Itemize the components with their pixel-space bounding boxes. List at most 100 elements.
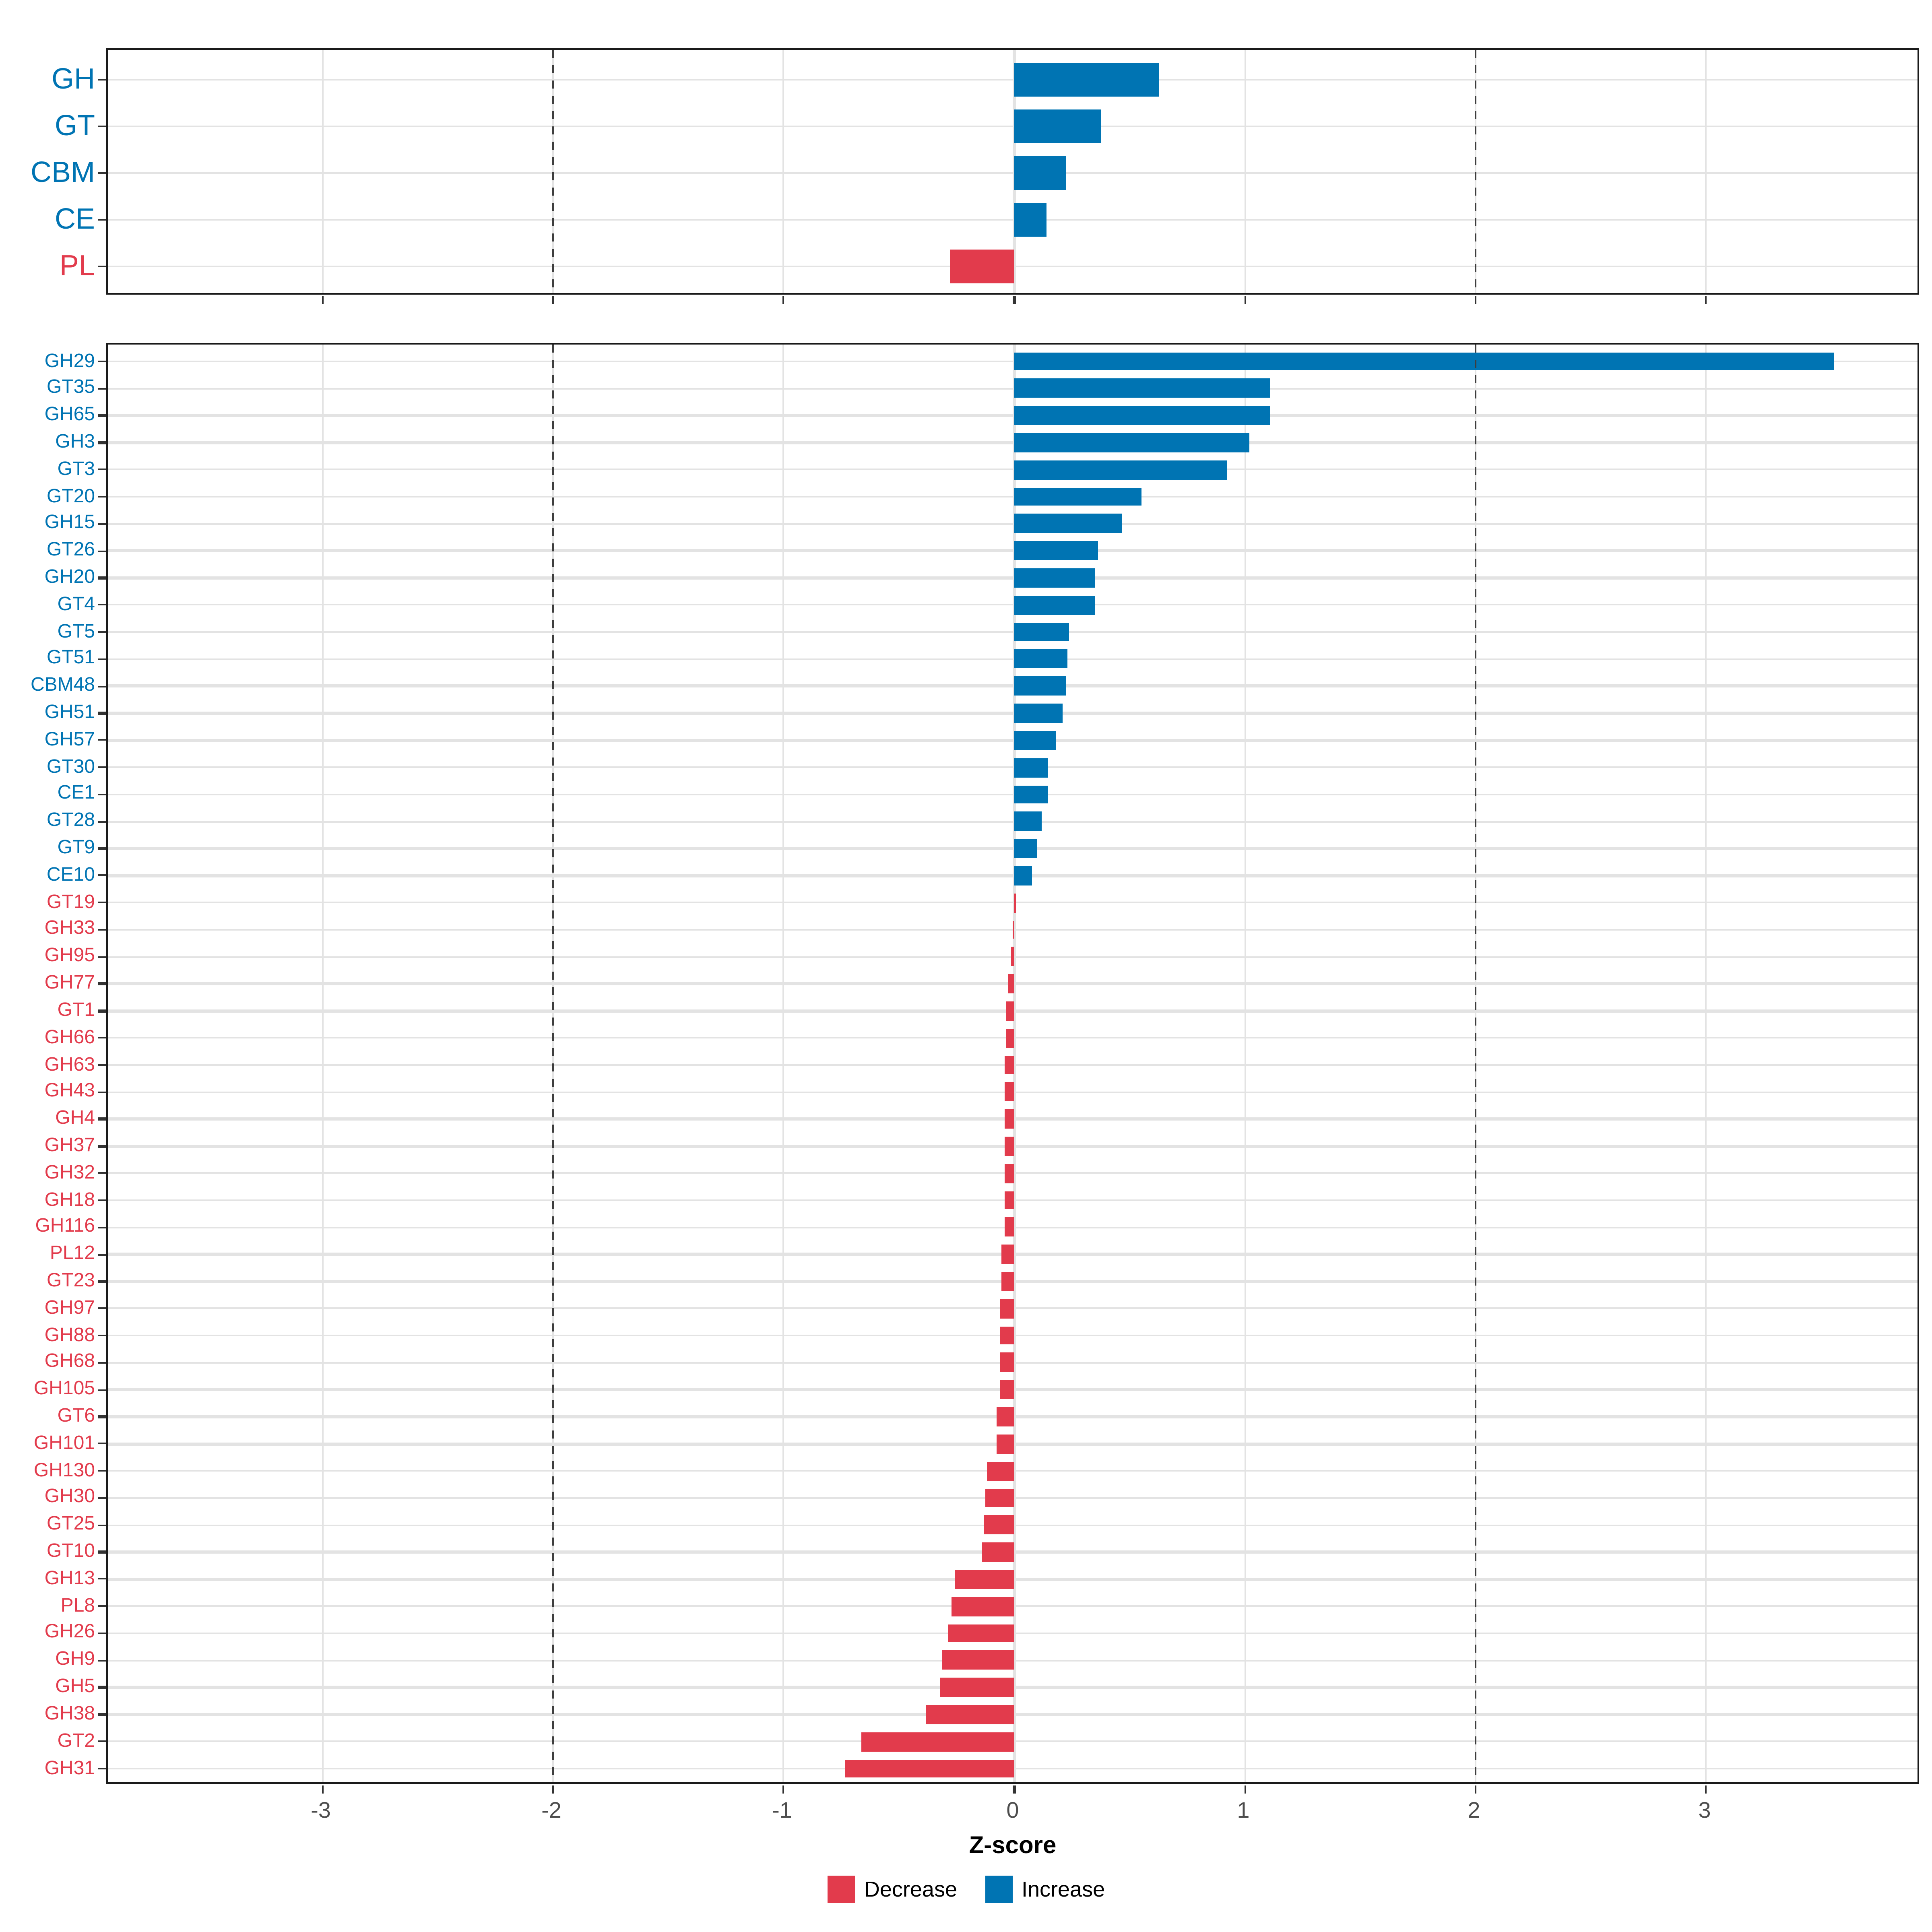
- bar-CBM48: [1014, 677, 1065, 696]
- grid-vline-3: [1705, 50, 1707, 293]
- grid-hline: [108, 685, 1918, 687]
- x-tick-label--2: -2: [541, 1797, 561, 1823]
- bar-GH101: [997, 1434, 1014, 1453]
- bar-GH77: [1007, 974, 1014, 993]
- y-axis-tick: [98, 1551, 105, 1553]
- bar-GH20: [1014, 568, 1095, 588]
- y-axis-tick: [98, 125, 105, 128]
- y-axis-tick: [98, 1226, 105, 1228]
- x-axis-tick-0: [1013, 1785, 1016, 1793]
- y-axis-tick: [98, 604, 105, 606]
- bar-GH66: [1005, 1028, 1014, 1048]
- y-axis-tick: [98, 1632, 105, 1635]
- dashed-vline--2: [552, 50, 554, 293]
- bar-GH: [1014, 63, 1160, 96]
- bar-GT3: [1014, 460, 1227, 479]
- bar-GH4: [1005, 1109, 1014, 1129]
- bar-GH116: [1004, 1218, 1014, 1237]
- bar-GT26: [1014, 541, 1098, 561]
- bar-GT19: [1013, 893, 1014, 912]
- row-label-GT: GT: [55, 109, 95, 141]
- y-axis-tick: [98, 522, 105, 525]
- legend-item-decrease: Decrease: [827, 1875, 957, 1902]
- y-axis-tick: [98, 1497, 105, 1499]
- y-axis-tick: [98, 1443, 105, 1445]
- y-axis-tick: [98, 1605, 105, 1608]
- y-axis-tick: [98, 577, 105, 579]
- x-axis-tick-2: [1474, 295, 1477, 303]
- grid-vline--3: [321, 50, 324, 293]
- bar-GT10: [982, 1542, 1014, 1562]
- row-label-GT9: GT9: [57, 836, 95, 859]
- y-axis-tick: [98, 1172, 105, 1174]
- bar-GH95: [1011, 947, 1014, 966]
- row-label-GT20: GT20: [46, 484, 95, 507]
- x-axis-tick--1: [782, 295, 785, 303]
- bar-GH29: [1014, 352, 1833, 371]
- bar-GH57: [1014, 731, 1056, 750]
- row-label-GT23: GT23: [46, 1268, 95, 1291]
- row-label-GT25: GT25: [46, 1512, 95, 1535]
- y-axis-tick: [98, 360, 105, 363]
- y-axis-tick: [98, 658, 105, 661]
- x-tick-label--3: -3: [311, 1797, 331, 1823]
- row-label-GT26: GT26: [46, 538, 95, 561]
- x-axis-tick--2: [552, 295, 554, 303]
- grid-hline: [108, 631, 1918, 634]
- y-axis-tick: [98, 1524, 105, 1526]
- x-axis-tick--3: [321, 295, 324, 303]
- bar-GH26: [947, 1624, 1014, 1643]
- x-axis-tick--3: [321, 1785, 324, 1793]
- row-label-GH18: GH18: [44, 1187, 95, 1210]
- y-axis-tick: [98, 1064, 105, 1066]
- bar-GT: [1014, 110, 1102, 143]
- row-label-GT3: GT3: [57, 456, 95, 479]
- row-label-GH37: GH37: [44, 1133, 95, 1156]
- bar-GH5: [940, 1678, 1014, 1697]
- row-label-GT19: GT19: [46, 890, 95, 912]
- row-label-CE1: CE1: [57, 781, 95, 804]
- row-label-CE10: CE10: [46, 863, 95, 886]
- row-label-GT30: GT30: [46, 754, 95, 777]
- bar-GT28: [1014, 812, 1042, 831]
- y-axis-tick: [98, 550, 105, 552]
- grid-vline--1: [782, 345, 785, 1782]
- bar-GH33: [1012, 920, 1014, 939]
- row-label-GH51: GH51: [44, 700, 95, 723]
- bar-GH65: [1014, 406, 1270, 425]
- bar-GH31: [844, 1759, 1014, 1778]
- grid-hline: [108, 414, 1918, 417]
- bar-GT25: [984, 1515, 1014, 1535]
- row-label-GH: GH: [52, 62, 95, 94]
- row-label-CBM: CBM: [31, 155, 95, 188]
- x-axis-tick--1: [782, 1785, 785, 1793]
- grid-hline: [108, 360, 1918, 363]
- bar-CE10: [1014, 866, 1033, 885]
- row-label-GH9: GH9: [55, 1647, 95, 1670]
- bar-GH15: [1014, 514, 1123, 533]
- grid-vline-1: [1244, 50, 1246, 293]
- y-axis-tick: [98, 1578, 105, 1580]
- x-axis-tick--2: [552, 1785, 554, 1793]
- y-axis-tick: [98, 1767, 105, 1770]
- y-axis-tick: [98, 1334, 105, 1337]
- grid-hline: [108, 793, 1918, 796]
- y-axis-tick: [98, 172, 105, 174]
- grid-hline: [108, 469, 1918, 471]
- y-axis-tick: [98, 1280, 105, 1283]
- row-label-GH97: GH97: [44, 1296, 95, 1319]
- grid-hline: [108, 874, 1918, 877]
- grid-hline: [108, 219, 1918, 221]
- row-label-GT4: GT4: [57, 592, 95, 615]
- bar-CE1: [1014, 785, 1049, 804]
- bar-GH37: [1005, 1137, 1014, 1156]
- row-label-GT10: GT10: [46, 1539, 95, 1562]
- bar-GH88: [1000, 1326, 1014, 1345]
- row-label-GH26: GH26: [44, 1620, 95, 1643]
- grid-hline: [108, 847, 1918, 850]
- x-axis-tick-1: [1244, 295, 1246, 303]
- y-axis-tick: [98, 1009, 105, 1012]
- bar-PL8: [952, 1597, 1014, 1616]
- y-axis-tick: [98, 1199, 105, 1201]
- row-label-GH29: GH29: [44, 349, 95, 371]
